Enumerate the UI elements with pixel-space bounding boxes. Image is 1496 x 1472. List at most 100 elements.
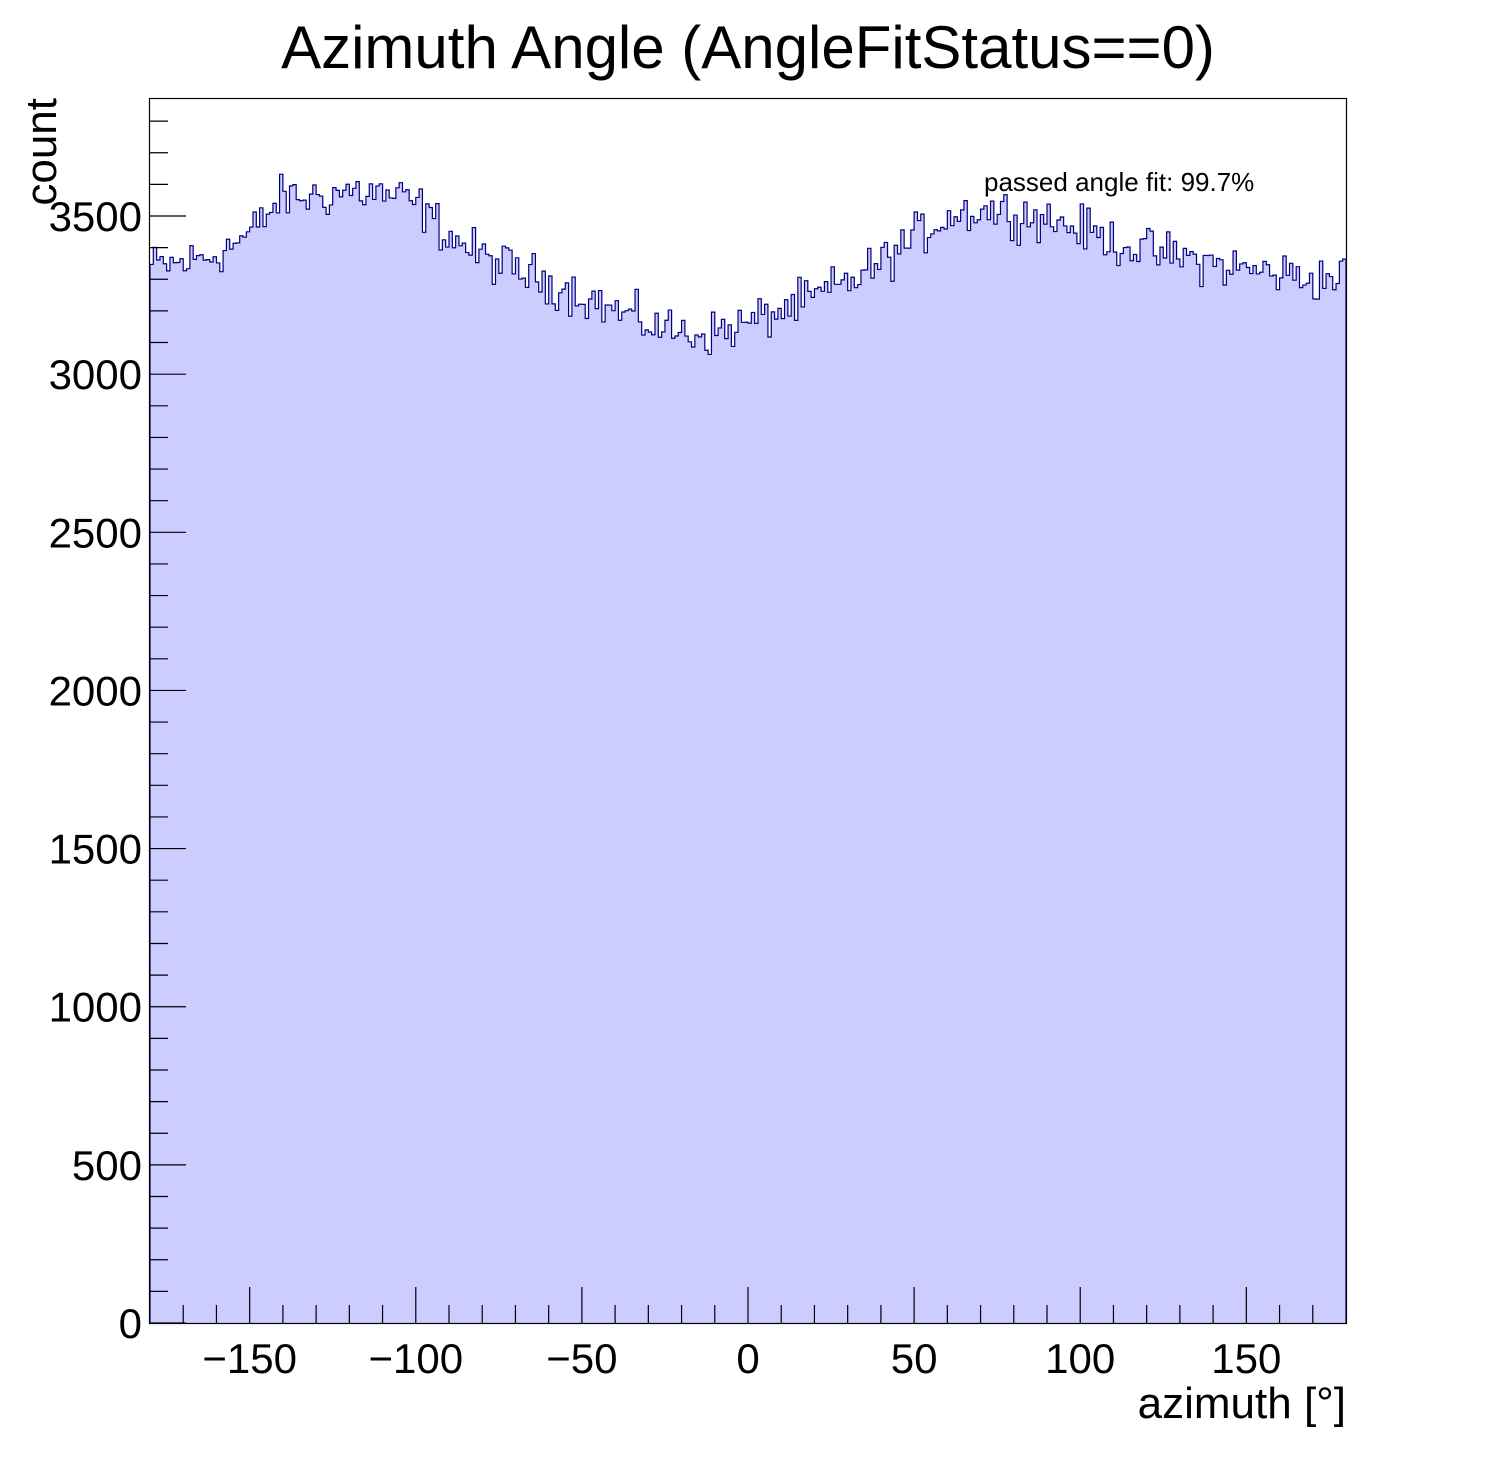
histogram-bin (704, 350, 709, 1323)
histogram-bin (249, 227, 254, 1323)
y-tick-label: 2000 (49, 667, 142, 714)
histogram-bin (402, 191, 407, 1323)
x-tick-label: 150 (1211, 1335, 1281, 1382)
histogram-bin (299, 200, 304, 1323)
histogram-bin (375, 185, 380, 1324)
histogram-bin (1259, 272, 1264, 1323)
histogram-bin (794, 320, 799, 1323)
histogram-bin (957, 221, 962, 1323)
histogram-bin (548, 276, 553, 1323)
histogram-bin (575, 305, 579, 1324)
histogram-bin (973, 222, 978, 1323)
histogram-bin (1070, 226, 1074, 1323)
histogram-bin (365, 196, 370, 1323)
histogram-bin (757, 298, 762, 1324)
histogram-bin (864, 269, 868, 1323)
histogram-bin (1206, 255, 1211, 1324)
histogram-bin (239, 235, 244, 1323)
histogram-bin (1033, 209, 1038, 1323)
histogram-bin (635, 289, 639, 1323)
histogram-bin (900, 229, 905, 1323)
histogram-bin (369, 183, 373, 1324)
histogram-bin (236, 242, 241, 1323)
histogram-bin (495, 258, 500, 1324)
histogram-bin (990, 201, 995, 1323)
histogram-bin (734, 332, 739, 1323)
histogram-bin (581, 304, 586, 1324)
histogram-bin (897, 253, 902, 1323)
histogram-bin (565, 282, 569, 1323)
x-tick-label: 100 (1045, 1335, 1115, 1382)
histogram-bin (266, 214, 270, 1324)
histogram-bin (641, 335, 646, 1324)
histogram-outline (149, 173, 1347, 1323)
histogram-bin (276, 212, 280, 1324)
histogram-bin (718, 327, 722, 1323)
histogram-bin (638, 321, 643, 1323)
histogram-bin (455, 235, 460, 1324)
histogram-bin (917, 220, 922, 1323)
histogram-bin (571, 277, 576, 1323)
histogram-bin (1332, 289, 1337, 1323)
histogram-bin (658, 337, 663, 1323)
histogram-bin (764, 304, 769, 1323)
histogram-bin (259, 207, 264, 1323)
histogram-bin (738, 310, 742, 1324)
histogram-bin (860, 270, 865, 1324)
histogram-bin (924, 252, 928, 1324)
histogram-bin (628, 309, 633, 1323)
histogram-bin (904, 248, 908, 1323)
histogram-bin (183, 270, 187, 1324)
histogram-bin (890, 281, 895, 1323)
histogram-bin (997, 214, 1001, 1324)
histogram-bin (342, 190, 347, 1323)
histogram-bin (608, 305, 613, 1324)
histogram-bin (774, 319, 779, 1323)
histogram-bin (987, 219, 991, 1324)
histogram-bin (405, 189, 410, 1323)
histogram-bin (196, 255, 201, 1324)
histogram-bin (1017, 245, 1021, 1323)
histogram-bin (1292, 280, 1297, 1324)
histogram-bin (894, 245, 898, 1323)
histogram-bin (458, 245, 463, 1323)
histogram-bin (1309, 273, 1314, 1324)
histogram-bin (482, 243, 486, 1324)
histogram-bin (867, 248, 872, 1324)
histogram-bin (814, 288, 819, 1323)
histogram-bin (751, 312, 756, 1323)
histogram-bin (1269, 276, 1274, 1324)
histogram-bin (874, 263, 878, 1323)
histogram-bin (930, 233, 935, 1324)
histogram-bin (292, 184, 297, 1324)
histogram-bin (1149, 231, 1154, 1323)
histogram-bin (1276, 289, 1280, 1324)
histogram-bin (1296, 266, 1300, 1324)
histogram-bin (797, 277, 802, 1323)
histogram-bin (555, 310, 560, 1323)
histogram-bin (784, 299, 789, 1323)
histogram-bin (950, 225, 955, 1324)
histogram-bin (585, 318, 589, 1323)
histogram-bin (588, 298, 593, 1324)
plot-frame (148, 97, 1348, 1325)
histogram-bin (1236, 270, 1241, 1324)
histogram-bin (777, 308, 782, 1323)
histogram-bin (362, 204, 367, 1323)
histogram-bin (1316, 299, 1320, 1323)
histogram-bin (150, 264, 154, 1323)
histogram-bin (1023, 202, 1028, 1324)
histogram-bin (598, 290, 603, 1323)
histogram-bin (252, 212, 257, 1323)
histogram-bin (615, 300, 619, 1323)
histogram-bin (1090, 232, 1094, 1323)
histogram-bin (748, 323, 752, 1323)
histogram-bin (708, 354, 712, 1323)
x-tick-label: 50 (891, 1335, 938, 1382)
histogram-bin (339, 196, 344, 1324)
histogram-bin (1096, 237, 1101, 1324)
histogram-bin (1056, 219, 1061, 1324)
histogram-bin (246, 231, 251, 1323)
histogram-bin (542, 271, 546, 1324)
histogram-bin (1133, 254, 1138, 1324)
